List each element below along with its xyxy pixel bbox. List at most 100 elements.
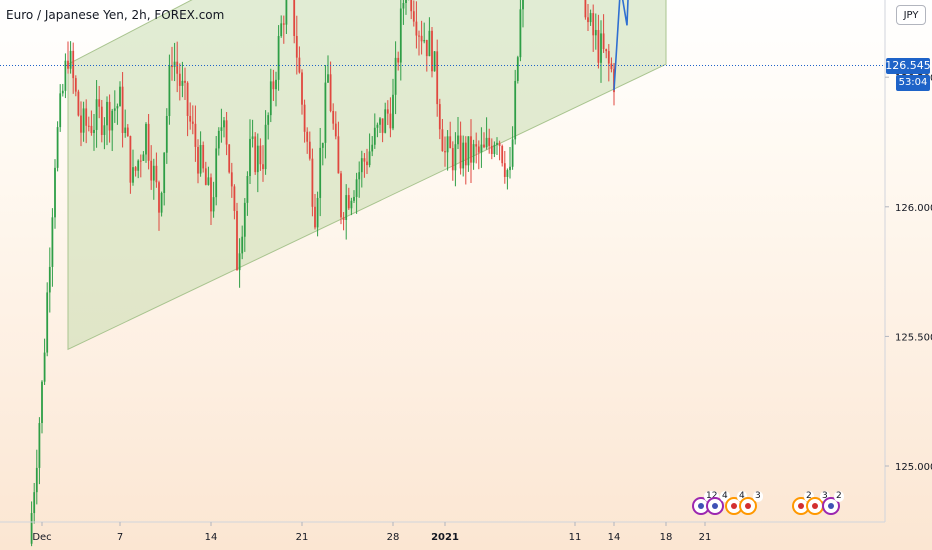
x-tick-label: 7	[117, 532, 123, 543]
candle	[142, 151, 145, 161]
candle	[202, 141, 205, 173]
candle	[197, 139, 199, 184]
economic-event-us[interactable]: 12 4	[692, 491, 730, 519]
candle	[280, 15, 283, 38]
candle	[74, 75, 77, 97]
candle	[108, 94, 111, 143]
candle	[267, 112, 270, 140]
x-tick-label: 18	[660, 532, 673, 543]
candle	[126, 124, 129, 137]
economic-event-eu[interactable]: 2 3	[792, 491, 830, 519]
economic-event-eu[interactable]: 4 3	[725, 491, 763, 519]
candle	[592, 4, 595, 52]
candle	[587, 4, 589, 31]
currency-chip[interactable]: JPY	[896, 5, 926, 25]
candle	[610, 57, 613, 73]
candle	[415, 1, 418, 49]
candle	[241, 225, 244, 260]
candle	[493, 141, 496, 158]
x-tick-label: 21	[699, 532, 712, 543]
candle	[98, 85, 101, 119]
candle	[285, 0, 288, 35]
candle	[61, 83, 64, 97]
candle	[293, 0, 296, 44]
candle	[298, 46, 301, 74]
channel-area	[67, 0, 667, 351]
candle	[425, 39, 428, 72]
candle	[67, 41, 69, 74]
candle	[69, 41, 72, 74]
candle	[191, 105, 194, 135]
candle	[150, 145, 153, 190]
candle	[475, 132, 478, 164]
projection-arrow[interactable]	[613, 0, 652, 91]
candle	[139, 154, 142, 178]
candle	[38, 417, 41, 485]
candle	[56, 121, 59, 172]
candle	[371, 136, 374, 157]
candle	[428, 17, 431, 57]
projection-path	[613, 0, 629, 91]
candle	[332, 103, 335, 130]
event-count: 4	[720, 491, 730, 502]
candle	[444, 136, 446, 167]
candle	[249, 119, 251, 184]
candle	[189, 102, 192, 130]
flag-us-icon	[706, 497, 724, 515]
candle	[51, 208, 54, 287]
candle	[116, 103, 119, 125]
candle	[327, 55, 329, 83]
candle	[386, 100, 389, 126]
candle	[350, 197, 353, 216]
candle	[301, 69, 303, 115]
candle	[503, 150, 506, 184]
candle	[451, 141, 454, 181]
event-count: 12	[704, 491, 720, 502]
candlesticks	[30, 0, 615, 547]
candle	[509, 146, 511, 179]
candle	[306, 127, 309, 154]
economic-event-us[interactable]: 2	[822, 491, 844, 519]
candle	[137, 159, 140, 179]
candle	[256, 133, 259, 193]
candle	[605, 48, 608, 59]
y-tick-label: 125.500	[895, 332, 932, 343]
candle	[376, 122, 379, 138]
candle	[412, 0, 415, 27]
candle	[262, 145, 264, 182]
candle	[93, 114, 95, 151]
candle	[178, 63, 181, 101]
candle	[464, 136, 467, 185]
candle	[433, 51, 436, 72]
candle	[41, 380, 43, 434]
last-price-tag: 126.545	[885, 57, 931, 74]
candle	[215, 135, 218, 206]
y-tick-label: 125.000	[895, 462, 932, 473]
candle	[454, 132, 457, 187]
candle	[423, 22, 426, 44]
candle	[498, 140, 501, 161]
candle	[204, 161, 207, 186]
candle	[147, 113, 150, 170]
y-tick-label: 126.000	[895, 203, 932, 214]
candle	[358, 161, 361, 198]
candle	[173, 42, 176, 82]
candle	[277, 25, 280, 91]
candle	[30, 501, 33, 547]
candle	[506, 168, 509, 190]
candle	[381, 118, 384, 143]
candle	[321, 142, 324, 166]
candle	[103, 117, 106, 150]
candle	[522, 0, 524, 28]
candle	[314, 193, 316, 230]
trend-channel[interactable]	[67, 0, 667, 351]
candle	[363, 152, 366, 178]
candle	[311, 148, 314, 217]
candle	[397, 51, 400, 71]
x-tick-label: 28	[387, 532, 400, 543]
candle	[438, 98, 441, 140]
candle	[337, 121, 340, 174]
candle	[319, 127, 322, 217]
candle	[584, 0, 587, 20]
